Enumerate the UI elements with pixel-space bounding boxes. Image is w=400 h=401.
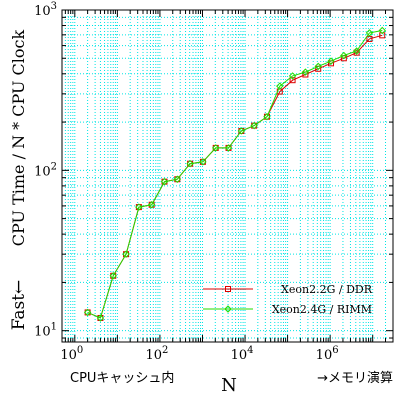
data-point [237,127,246,135]
data-point [250,121,258,130]
data-point [160,177,169,186]
x-axis-label: N [221,375,237,396]
legend-marker [225,286,231,292]
legend: Xeon2.2G / DDR Xeon2.4G / RIMM [203,283,373,316]
data-point [289,77,296,84]
data-point [83,308,92,317]
series-layer [83,26,386,322]
y-tick-label: 101 [34,322,57,340]
y-axis-fast-label: Fast← [9,280,29,331]
legend-label: Xeon2.4G / RIMM [272,303,372,316]
legend-marker [224,305,232,313]
y-axis-label: CPU Time / N * CPU Clock [9,29,28,246]
data-point [365,29,374,37]
plot-frame [61,9,394,343]
data-point [314,62,322,71]
x-note-memory: →メモリ演算 [317,370,393,386]
x-tick-label: 106 [316,345,339,363]
data-point [135,203,143,211]
data-point [263,113,271,121]
data-point [96,314,105,322]
y-tick-label: 103 [34,1,57,19]
data-point [147,201,156,209]
data-point [288,72,297,80]
data-point [327,57,335,65]
data-point [212,144,220,152]
x-note-cache: CPUキャッシュ内 [70,370,174,386]
data-point [378,26,386,35]
x-tick-label: 102 [145,345,168,363]
data-point [340,51,348,60]
legend-label: Xeon2.2G / DDR [281,283,373,296]
x-tick-label: 100 [60,345,83,363]
data-point [199,158,207,166]
series-2 [83,26,386,322]
data-point [186,159,194,168]
grid-lines [62,10,393,342]
axis-ticks: 100 102 104 106 101 102 103 [34,1,393,363]
data-point [224,144,233,152]
y-tick-label: 102 [34,161,57,179]
data-point [301,68,310,76]
data-point [109,272,117,280]
x-tick-label: 104 [231,345,254,363]
data-point [173,175,182,183]
data-point [122,250,130,258]
data-point [276,82,284,90]
data-point [352,47,361,55]
